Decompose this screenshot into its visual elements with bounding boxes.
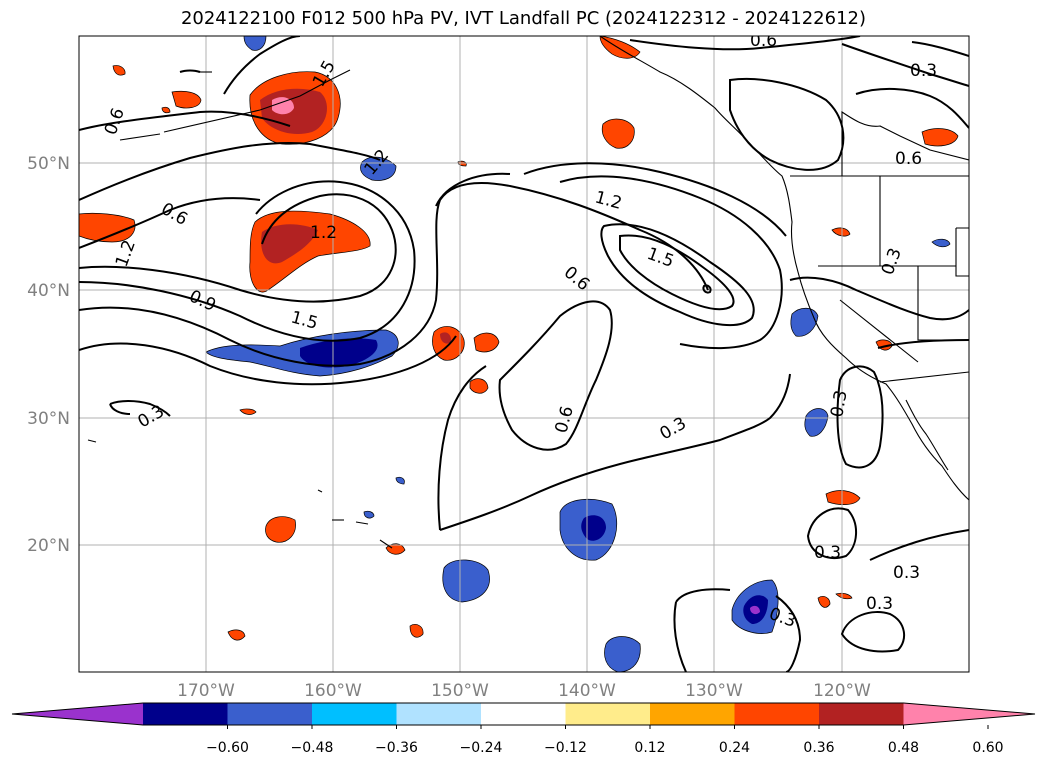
colorbar-segment: [312, 703, 397, 725]
lat-label: 20°N: [27, 536, 70, 556]
colorbar-tick-label: 0.24: [719, 740, 750, 756]
colorbar: [11, 702, 1036, 726]
lon-label: 130°W: [685, 681, 743, 701]
contour-label: 0.3: [814, 543, 841, 563]
colorbar-extend-max: [903, 703, 1035, 725]
longitude-labels: 170°W 160°W 150°W 140°W 130°W 120°W: [177, 681, 871, 701]
lat-lon-grid: [79, 36, 969, 672]
latitude-labels: 50°N 40°N 30°N 20°N: [27, 154, 70, 556]
contour-label: 0.3: [893, 563, 920, 583]
contour-label: 0.3: [827, 389, 851, 419]
lat-label: 30°N: [27, 409, 70, 429]
colorbar-tick-label: −0.60: [206, 740, 249, 756]
colorbar-extend-min: [12, 703, 143, 725]
colorbar-tick-label: 0.36: [803, 740, 834, 756]
contour-label: 0.6: [750, 31, 777, 51]
lat-label: 40°N: [27, 281, 70, 301]
lat-label: 50°N: [27, 154, 70, 174]
colorbar-ticks: −0.60 −0.48 −0.36 −0.24 −0.12 0.12 0.24 0.36 0.4…: [206, 725, 1004, 756]
contour-label: 0.3: [910, 61, 937, 81]
colorbar-tick-label: −0.48: [291, 740, 334, 756]
colorbar-tick-label: 0.12: [634, 740, 665, 756]
pv-contours: [79, 36, 969, 672]
lon-label: 120°W: [813, 681, 871, 701]
lon-label: 140°W: [558, 681, 616, 701]
colorbar-segment: [396, 703, 482, 725]
lon-label: 170°W: [177, 681, 235, 701]
colorbar-tick-label: 0.48: [888, 740, 919, 756]
colorbar-segment: [734, 703, 820, 725]
colorbar-segment: [819, 703, 904, 725]
colorbar-segment: [227, 703, 313, 725]
contour-small-loop: [702, 284, 712, 294]
colorbar-tick-label: 0.60: [972, 740, 1003, 756]
colorbar-outline: [11, 702, 1036, 726]
colorbar-tick-label: −0.12: [544, 740, 587, 756]
colorbar-segment: [481, 703, 566, 725]
colorbar-tick-label: −0.36: [375, 740, 418, 756]
colorbar-segment: [143, 703, 228, 725]
colorbar-segment: [650, 703, 735, 725]
map-title: 2024122100 F012 500 hPa PV, IVT Landfall…: [180, 8, 867, 29]
lon-label: 150°W: [431, 681, 489, 701]
lon-label: 160°W: [304, 681, 362, 701]
colorbar-segment: [565, 703, 651, 725]
contour-label: 0.3: [866, 594, 893, 614]
contour-label: 0.6: [895, 149, 922, 169]
contour-label: 1.2: [310, 223, 337, 243]
positive-pv-anomalies: [79, 36, 959, 641]
map-frame: [78, 35, 970, 673]
colorbar-tick-label: −0.24: [460, 740, 503, 756]
